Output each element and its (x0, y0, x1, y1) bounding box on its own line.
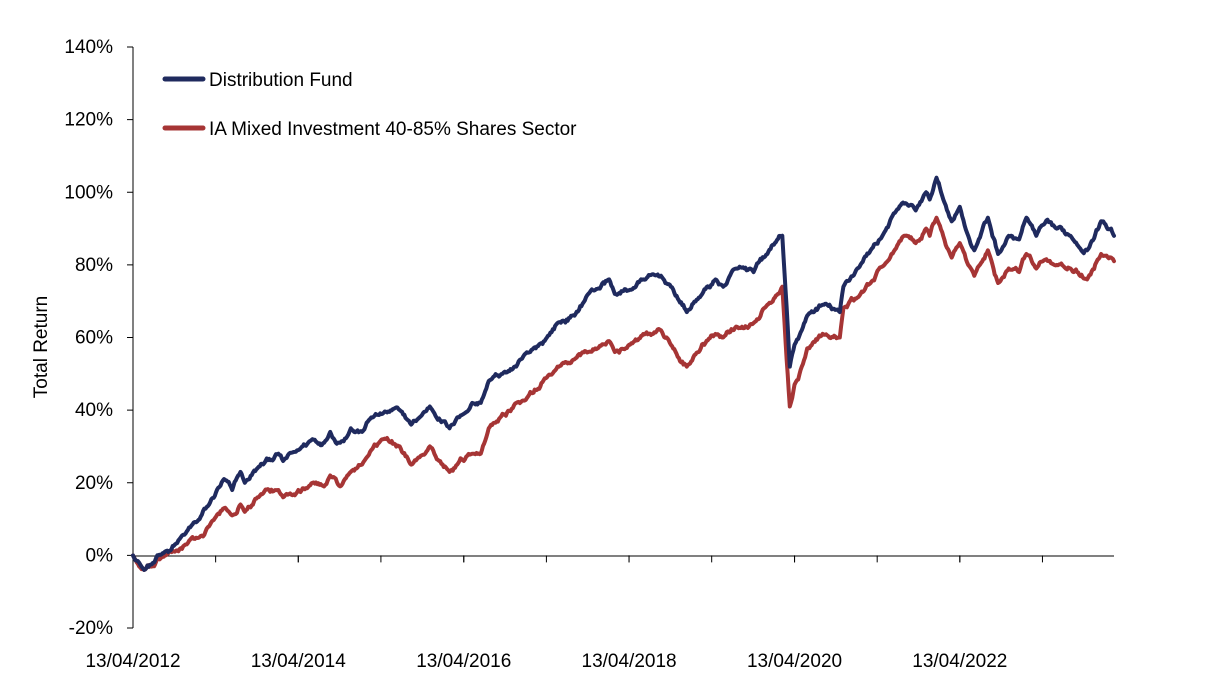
legend-label: Distribution Fund (209, 70, 353, 91)
y-tick-label: 100% (64, 182, 113, 203)
y-tick-label: 0% (86, 545, 114, 566)
y-tick-label: 20% (75, 473, 113, 494)
series-line-ia-mixed-sector (131, 215, 1116, 572)
y-tick-label: 60% (75, 328, 113, 349)
x-tick-label: 13/04/2022 (912, 651, 1007, 672)
legend-label: IA Mixed Investment 40-85% Shares Sector (209, 119, 577, 140)
legend: Distribution Fund IA Mixed Investment 40-… (162, 70, 577, 140)
y-tick-label: 120% (64, 110, 113, 131)
x-tick-label: 13/04/2018 (582, 651, 677, 672)
y-tick-label: 80% (75, 255, 113, 276)
y-axis-title: Total Return (31, 296, 52, 398)
x-tick-label: 13/04/2014 (251, 651, 347, 672)
y-tick-label: -20% (69, 618, 113, 639)
x-axis-ticks: 13/04/2012 13/04/2014 13/04/2016 13/04/2018… (85, 555, 1043, 672)
x-tick-label: 13/04/2020 (747, 651, 842, 672)
series-lines (131, 175, 1116, 572)
series-line-distribution-fund (131, 175, 1116, 572)
y-tick-label: 140% (64, 37, 113, 58)
y-axis-ticks: -20% 0% 20% 40% 60% 80% 100% 120% 140% (64, 37, 133, 639)
x-tick-label: 13/04/2012 (85, 651, 180, 672)
y-tick-label: 40% (75, 400, 113, 421)
x-tick-label: 13/04/2016 (416, 651, 511, 672)
